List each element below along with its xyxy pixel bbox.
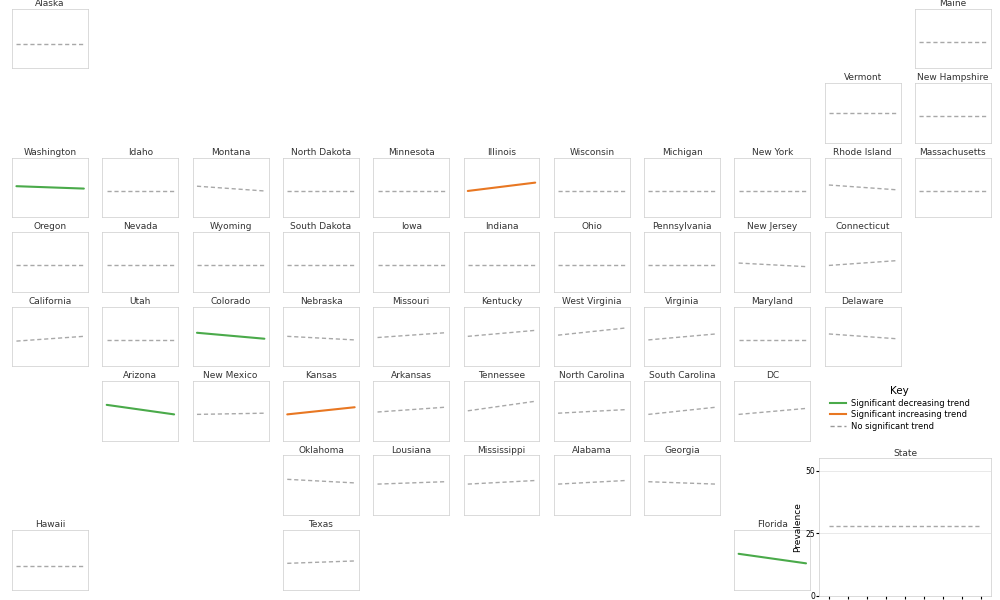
Title: Virginia: Virginia [665,297,699,306]
Title: Montana: Montana [211,148,250,157]
Title: Maine: Maine [939,0,966,8]
Title: Washington: Washington [24,148,77,157]
Title: West Virginia: West Virginia [562,297,622,306]
Title: Oklahoma: Oklahoma [298,446,344,455]
Title: Connecticut: Connecticut [835,222,890,231]
Title: California: California [29,297,72,306]
Title: South Carolina: South Carolina [649,371,715,380]
Title: Illinois: Illinois [487,148,516,157]
Title: Arizona: Arizona [123,371,157,380]
Title: Wyoming: Wyoming [209,222,252,231]
Title: Ohio: Ohio [581,222,602,231]
Title: New Jersey: New Jersey [747,222,797,231]
Title: Nebraska: Nebraska [300,297,342,306]
Title: Vermont: Vermont [843,73,882,82]
Title: Tennessee: Tennessee [478,371,525,380]
Title: Wisconsin: Wisconsin [569,148,614,157]
Title: Nevada: Nevada [123,222,158,231]
Title: Hawaii: Hawaii [35,520,65,529]
Title: Idaho: Idaho [128,148,153,157]
Title: North Carolina: North Carolina [559,371,625,380]
Title: New Mexico: New Mexico [203,371,258,380]
Title: Alabama: Alabama [572,446,612,455]
Title: Arkansas: Arkansas [391,371,432,380]
Title: Rhode Island: Rhode Island [833,148,892,157]
Title: Maryland: Maryland [751,297,793,306]
Title: Missouri: Missouri [393,297,430,306]
Title: New York: New York [752,148,793,157]
Title: Delaware: Delaware [841,297,884,306]
Title: Georgia: Georgia [664,446,700,455]
Title: Alaska: Alaska [35,0,65,8]
Title: Kansas: Kansas [305,371,337,380]
Title: Mississippi: Mississippi [477,446,526,455]
Title: Florida: Florida [757,520,788,529]
Legend: Significant decreasing trend, Significant increasing trend, No significant trend: Significant decreasing trend, Significan… [829,385,970,431]
Title: North Dakota: North Dakota [291,148,351,157]
Title: Lousiana: Lousiana [391,446,431,455]
Title: Iowa: Iowa [401,222,422,231]
Title: Pennsylvania: Pennsylvania [652,222,712,231]
Y-axis label: Prevalence: Prevalence [794,502,803,552]
Title: New Hampshire: New Hampshire [917,73,989,82]
Title: South Dakota: South Dakota [290,222,352,231]
Title: Kentucky: Kentucky [481,297,522,306]
Title: Texas: Texas [309,520,333,529]
Title: Massachusetts: Massachusetts [920,148,986,157]
Title: Colorado: Colorado [210,297,251,306]
Title: Minnesota: Minnesota [388,148,435,157]
Title: Indiana: Indiana [485,222,518,231]
Title: Utah: Utah [130,297,151,306]
Title: Oregon: Oregon [34,222,67,231]
Title: Michigan: Michigan [662,148,702,157]
Title: State: State [893,449,917,458]
Title: DC: DC [766,371,779,380]
